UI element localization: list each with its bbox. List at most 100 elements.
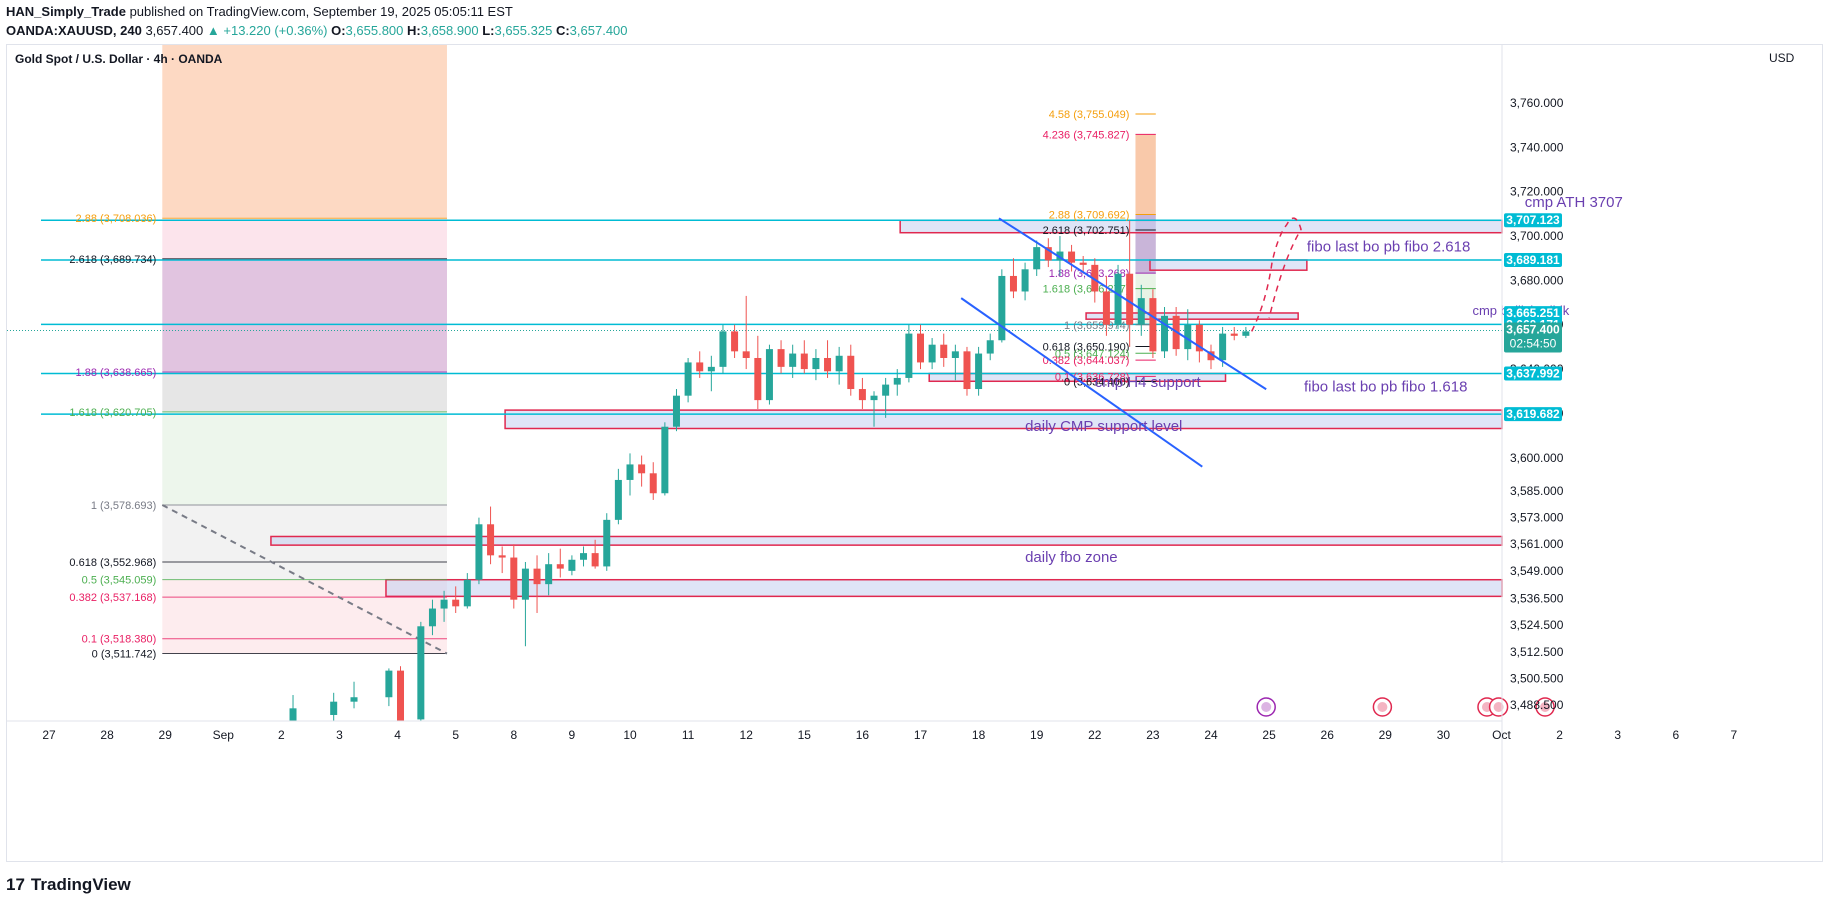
candle-body <box>510 557 518 600</box>
price-tag-box[interactable] <box>1504 322 1562 353</box>
left-fib-level-label[interactable]: 1.618 (3,620.705) <box>69 407 156 419</box>
chart-annotation[interactable]: cmp ATH 3707 <box>1525 194 1623 211</box>
right-fib-level-label[interactable]: 1 (3,659.974) <box>1064 320 1129 332</box>
chart-annotation[interactable]: cmp H4 support <box>1095 374 1202 391</box>
candle-body <box>1207 351 1215 361</box>
event-icon-inner <box>1261 702 1272 712</box>
chart-annotation[interactable]: fibo last bo pb fibo 2.618 <box>1307 239 1470 256</box>
falling-channel-upper-line[interactable] <box>998 217 1267 391</box>
low-label: L: <box>482 23 495 38</box>
price-tag-box[interactable] <box>1504 366 1562 381</box>
candle-body <box>928 344 936 363</box>
candle-body <box>672 395 680 427</box>
candle-body <box>824 357 832 372</box>
price-change: ▲ +13.220 (+0.36%) <box>206 23 328 38</box>
candle-body <box>1044 247 1052 261</box>
time-tick-label: 15 <box>798 728 812 742</box>
right-fib-level-label[interactable]: 0 (3,634.400) <box>1064 376 1129 388</box>
right-fib-level-label[interactable]: 4.58 (3,755.049) <box>1049 109 1130 121</box>
price-tag-box[interactable] <box>1504 253 1562 268</box>
right-fib-level-label[interactable]: 0.5 (3,647.124) <box>1055 348 1130 360</box>
supply-demand-zones[interactable] <box>270 219 1503 598</box>
candle-body <box>777 349 785 367</box>
zone-lower-support[interactable] <box>385 578 1503 598</box>
candle-body <box>765 349 773 401</box>
left-fib-level-label[interactable]: 1 (3,578.693) <box>91 500 156 512</box>
event-icon-inner <box>1493 702 1504 712</box>
candle-body <box>580 553 588 560</box>
left-fib-level-label[interactable]: 2.88 (3,708.036) <box>76 213 157 225</box>
price-tag-box[interactable] <box>1504 213 1562 228</box>
price-tick-label: 3,512.500 <box>1510 645 1564 659</box>
candle-body <box>707 366 715 372</box>
candle-body <box>975 353 983 390</box>
candle-body <box>684 362 692 396</box>
projection-path[interactable] <box>1251 217 1302 332</box>
candle-body <box>498 555 506 558</box>
chart-annotation[interactable]: fibo last bo pb fibo 1.618 <box>1304 378 1467 395</box>
zone-bullish-rdblk[interactable] <box>1085 312 1299 320</box>
left-fib-level-label[interactable]: 0 (3,511.742) <box>92 648 157 660</box>
us-flag-event-icon[interactable] <box>1372 697 1393 717</box>
legend-title: Gold Spot / U.S. Dollar · 4h · OANDA <box>15 52 223 66</box>
time-tick-label: 24 <box>1204 728 1218 742</box>
price-tag-box[interactable] <box>1504 306 1562 321</box>
currency-label[interactable]: USD <box>1769 51 1795 65</box>
zone-daily-fbo[interactable] <box>270 535 1503 546</box>
price-tick-label: 3,600.000 <box>1510 451 1564 465</box>
earnings-event-icon[interactable] <box>1256 697 1276 717</box>
price-tag-value: 3,689.181 <box>1506 253 1560 267</box>
time-tick-label: 27 <box>42 728 56 742</box>
falling-channel-lower-line[interactable] <box>960 297 1203 468</box>
publisher-name[interactable]: HAN_Simply_Trade <box>6 4 126 19</box>
trendlines[interactable] <box>960 217 1302 468</box>
us-flag-event-icon[interactable] <box>1535 697 1555 717</box>
candle-body <box>1114 273 1122 325</box>
left-fib-level-label[interactable]: 0.382 (3,537.168) <box>69 592 156 604</box>
publication-header: HAN_Simply_Trade published on TradingVie… <box>0 0 1829 44</box>
fib-zone-orange <box>162 45 447 219</box>
left-fib-level-label[interactable]: 0.618 (3,552.968) <box>69 557 156 569</box>
price-tag-box[interactable] <box>1504 407 1562 422</box>
tradingview-logo-icon[interactable]: 17 <box>6 875 25 894</box>
time-tick-label: Oct <box>1492 728 1511 742</box>
event-icons[interactable] <box>1256 697 1555 717</box>
chart-annotation[interactable]: daily CMP support level <box>1025 418 1182 435</box>
right-fib-level-label[interactable]: 1.88 (3,683.268) <box>1049 268 1130 280</box>
right-fib-level-label[interactable]: 0.1 (3,636.728) <box>1055 371 1130 383</box>
chart-frame[interactable]: 2.88 (3,708.036) 2.618 (3,689.734) 1.88 (3… <box>6 44 1824 863</box>
candle-body <box>986 340 994 354</box>
fibonacci-levels[interactable]: 2.88 (3,708.036) 2.618 (3,689.734) 1.88 (3… <box>69 109 1156 660</box>
right-fib-level-label[interactable]: 2.88 (3,709.692) <box>1049 210 1130 222</box>
price-chart[interactable]: 2.88 (3,708.036) 2.618 (3,689.734) 1.88 (3… <box>7 45 1824 863</box>
fib-zone-purple <box>162 258 447 372</box>
left-fib-level-label[interactable]: 1.88 (3,638.665) <box>76 367 157 379</box>
tradingview-brand[interactable]: TradingView <box>30 875 131 894</box>
right-fib-level-label[interactable]: 4.236 (3,745.827) <box>1043 129 1130 141</box>
event-icon-inner <box>1377 702 1388 712</box>
time-tick-label: 3 <box>1614 728 1621 742</box>
right-fib-level-label[interactable]: 2.618 (3,702.751) <box>1043 225 1130 237</box>
time-tick-label: 5 <box>452 728 459 742</box>
candle-body <box>603 519 611 567</box>
left-fib-level-label[interactable]: 2.618 (3,689.734) <box>69 254 156 266</box>
candle-body <box>440 599 448 609</box>
left-fib-level-label[interactable]: 0.1 (3,518.380) <box>82 634 157 646</box>
us-flag-event-icon[interactable] <box>1488 697 1509 717</box>
time-tick-label: 23 <box>1146 728 1160 742</box>
candle-body <box>487 524 495 556</box>
candle-body <box>905 333 913 378</box>
chart-annotation[interactable]: daily fbo zone <box>1025 549 1118 566</box>
zone-daily-cmp-support[interactable] <box>504 409 1503 430</box>
candle-body <box>475 524 483 580</box>
high-label: H: <box>407 23 421 38</box>
right-fib-level-label[interactable]: 0.382 (3,644.037) <box>1043 355 1130 367</box>
candle-body <box>1219 333 1227 361</box>
left-fib-level-label[interactable]: 0.5 (3,545.059) <box>82 575 157 587</box>
zone-ath[interactable] <box>899 219 1503 234</box>
right-fib-level-label[interactable]: 0.618 (3,650.190) <box>1043 341 1130 353</box>
price-axis[interactable]: 3,760.000 3,740.000 3,720.000 3,700.000 3,68… <box>1501 45 1564 863</box>
time-tick-label: 29 <box>1379 728 1393 742</box>
time-axis[interactable]: 27 28 29 Sep 2 3 4 5 8 9 10 11 12 15 16 17 18 19 22 23 24 25 2… <box>7 720 1738 742</box>
price-tag-value: 3,619.682 <box>1506 407 1560 421</box>
